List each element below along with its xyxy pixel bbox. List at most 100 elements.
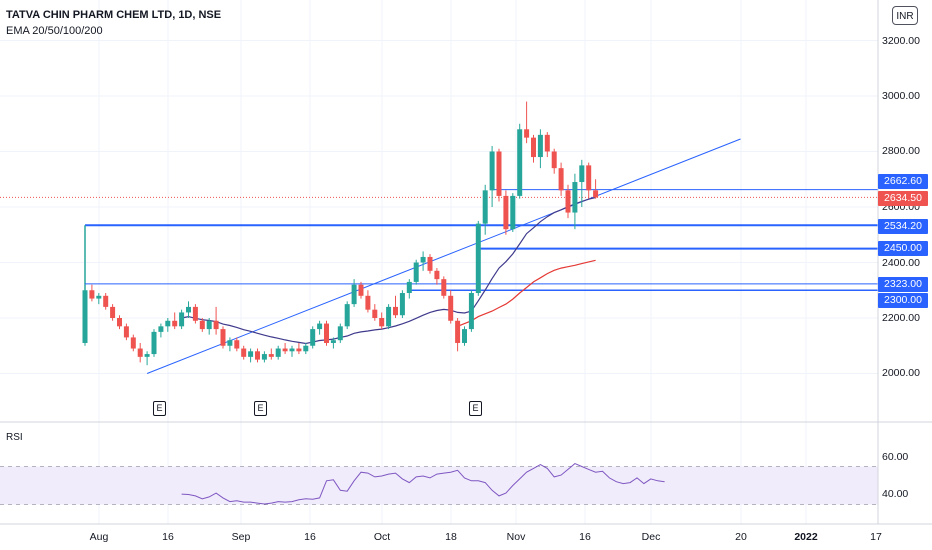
candle-body bbox=[117, 318, 122, 327]
time-tick-label: Nov bbox=[506, 531, 526, 543]
candle-body bbox=[565, 190, 571, 213]
candle-body bbox=[82, 290, 88, 343]
candle-body bbox=[255, 351, 260, 360]
rsi-tick-label: 60.00 bbox=[882, 451, 909, 463]
candle-body bbox=[558, 168, 564, 191]
candle-body bbox=[179, 312, 185, 327]
candle-body bbox=[586, 165, 592, 191]
candle-body bbox=[220, 329, 226, 346]
time-tick-label: 16 bbox=[162, 531, 174, 543]
candle-body bbox=[448, 295, 454, 321]
price-tag-last: 2634.50 bbox=[878, 191, 928, 206]
candle-body bbox=[213, 320, 219, 330]
candle-body bbox=[386, 306, 392, 327]
time-tick-label: 16 bbox=[579, 531, 591, 543]
candle-body bbox=[372, 309, 378, 318]
time-tick-label: Oct bbox=[373, 531, 391, 543]
chart-title: TATVA CHIN PHARM CHEM LTD, 1D, NSE bbox=[6, 9, 222, 21]
indicator-label[interactable]: EMA 20/50/100/200 bbox=[6, 25, 103, 37]
candle-body bbox=[427, 256, 433, 271]
candle-body bbox=[186, 306, 191, 313]
candle-body bbox=[282, 348, 288, 352]
candle-body bbox=[310, 329, 316, 346]
price-tick-label: 2800.00 bbox=[882, 145, 920, 157]
rsi-tick-label: 40.00 bbox=[882, 488, 909, 500]
candle-body bbox=[413, 262, 419, 282]
candle-body bbox=[406, 281, 412, 294]
price-tag-level: 2662.60 bbox=[878, 174, 928, 189]
candle-body bbox=[103, 295, 109, 307]
ema-slow-line bbox=[457, 259, 596, 327]
earnings-marker[interactable]: E bbox=[254, 401, 267, 416]
candle-body bbox=[324, 323, 329, 343]
candle-body bbox=[365, 295, 371, 310]
candle-body bbox=[579, 165, 585, 183]
candle-body bbox=[462, 329, 467, 343]
candle-body bbox=[268, 354, 274, 357]
candle-body bbox=[110, 306, 116, 318]
candle-body bbox=[206, 320, 212, 330]
price-tick-label: 2200.00 bbox=[882, 312, 920, 324]
time-tick-label: Sep bbox=[231, 531, 251, 543]
price-tick-label: 2000.00 bbox=[882, 367, 920, 379]
candle-body bbox=[137, 348, 143, 357]
candle-body bbox=[544, 134, 550, 152]
candle-body bbox=[158, 326, 164, 332]
candle-body bbox=[151, 331, 157, 355]
candle-body bbox=[517, 129, 523, 196]
candle-body bbox=[241, 348, 247, 357]
candle-body bbox=[420, 256, 426, 263]
candle-body bbox=[303, 345, 309, 352]
candle-body bbox=[144, 354, 150, 357]
currency-button[interactable]: INR bbox=[892, 6, 918, 25]
price-tick-label: 3000.00 bbox=[882, 90, 920, 102]
candle-body bbox=[503, 195, 509, 230]
price-tag-level: 2534.20 bbox=[878, 219, 928, 234]
candle-body bbox=[537, 134, 543, 158]
candle-body bbox=[482, 190, 488, 224]
horizontal-levels bbox=[0, 189, 878, 294]
candle-body bbox=[441, 279, 447, 296]
time-tick-label: Dec bbox=[641, 531, 661, 543]
price-tag-level: 2450.00 bbox=[878, 241, 928, 256]
rsi-label[interactable]: RSI bbox=[6, 432, 23, 443]
candle-body bbox=[227, 340, 233, 346]
candle-body bbox=[275, 348, 281, 357]
candle-body bbox=[468, 293, 474, 330]
candle-body bbox=[572, 182, 578, 213]
candle-body bbox=[123, 326, 129, 338]
candle-body bbox=[296, 348, 302, 352]
candle-body bbox=[199, 320, 205, 330]
candle-body bbox=[330, 340, 336, 343]
candle-body bbox=[234, 340, 240, 349]
candle-body bbox=[172, 320, 178, 327]
rsi-polyline bbox=[181, 463, 665, 505]
candle-body bbox=[489, 151, 495, 191]
candle-body bbox=[434, 270, 440, 280]
price-tag-level: 2300.00 bbox=[878, 293, 928, 308]
candle-body bbox=[192, 306, 198, 321]
candle-body bbox=[455, 320, 461, 343]
rsi-line bbox=[181, 463, 665, 505]
candle-body bbox=[531, 137, 536, 158]
candle-body bbox=[96, 295, 102, 299]
candle-body bbox=[510, 195, 516, 230]
time-tick-label: 18 bbox=[445, 531, 457, 543]
candle-body bbox=[337, 326, 343, 341]
candle-body bbox=[358, 284, 364, 296]
earnings-marker[interactable]: E bbox=[153, 401, 166, 416]
candle-body bbox=[165, 320, 171, 327]
time-tick-label: 16 bbox=[304, 531, 316, 543]
grid-lines bbox=[0, 0, 878, 524]
price-tick-label: 2400.00 bbox=[882, 257, 920, 269]
time-tick-label: Aug bbox=[89, 531, 109, 543]
candle-body bbox=[89, 290, 95, 299]
earnings-marker[interactable]: E bbox=[469, 401, 482, 416]
price-tick-label: 3200.00 bbox=[882, 35, 920, 47]
candles bbox=[82, 101, 599, 366]
price-tag-level: 2323.00 bbox=[878, 277, 928, 292]
candle-body bbox=[593, 190, 599, 198]
candle-body bbox=[379, 318, 385, 327]
candle-body bbox=[399, 293, 405, 316]
